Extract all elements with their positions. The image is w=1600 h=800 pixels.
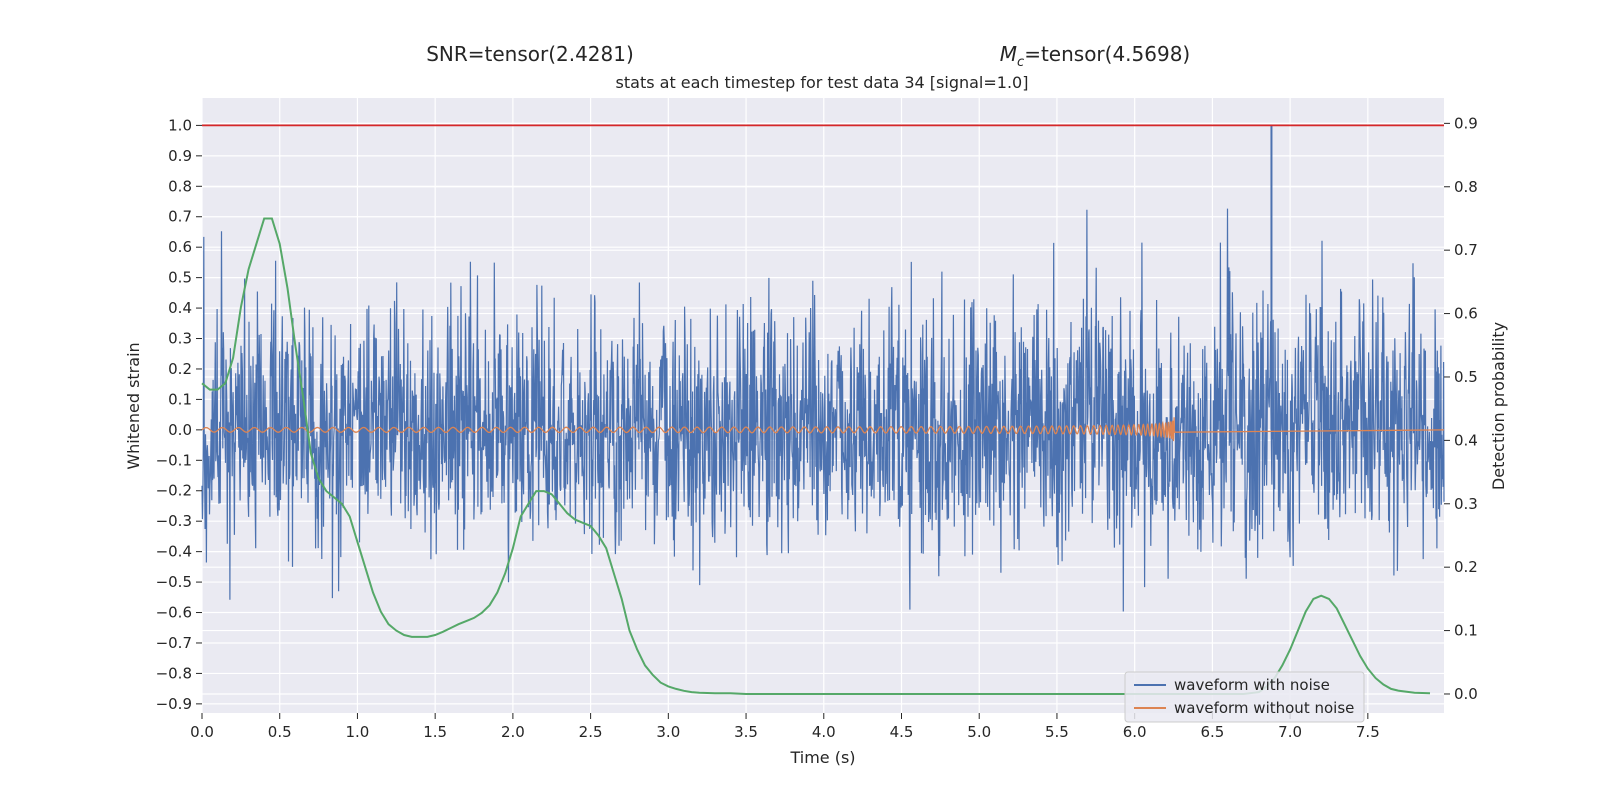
suptitle-snr: SNR=tensor(2.4281) [426,42,634,66]
y-right-tick-label: 0.2 [1454,558,1478,576]
legend-box [1124,671,1365,723]
y-left-axis-ticks: 1.0 0.9 0.8 0.7 0.6 0.5 0.4 0.3 0.2 0.1 0.0 −0.1 −0.… [156,116,202,713]
x-tick-label: 1.5 [423,723,447,741]
x-tick-label: 4.0 [812,723,836,741]
series-waveform-without-noise [201,417,1445,442]
y-right-tick-label: 0.5 [1454,368,1478,386]
y-left-tick-label: 0.5 [168,269,192,287]
y-left-tick-label: 1.0 [168,116,192,134]
y-right-axis-label: Detection probability [1489,322,1508,490]
series-waveform-with-noise [201,125,1445,612]
y-left-tick-label: 0.1 [168,390,192,408]
suptitle-mass-symbol: M [1000,42,1017,66]
chart-title: stats at each timestep for test data 34 … [616,73,1029,92]
x-tick-label: 1.0 [346,723,370,741]
y-left-tick-label: 0.7 [168,208,192,226]
y-left-tick-label: −0.8 [156,664,192,682]
suptitle-mass-value: =tensor(4.5698) [1024,42,1190,66]
y-left-tick-label: 0.8 [168,177,192,195]
legend: waveform with noise waveform without noi… [1124,671,1365,723]
suptitle-mass-subscript: c [1017,55,1024,70]
x-tick-label: 0.0 [190,723,214,741]
legend-label-noise: waveform with noise [1174,676,1330,694]
x-tick-label: 7.5 [1356,723,1380,741]
y-left-tick-label: 0.2 [168,360,192,378]
y-left-tick-label: −0.2 [156,482,192,500]
y-left-tick-label: −0.9 [156,695,192,713]
x-tick-label: 2.0 [501,723,525,741]
y-left-axis-label: Whitened strain [124,342,143,469]
x-tick-label: 2.5 [579,723,603,741]
y-right-tick-label: 0.7 [1454,241,1478,259]
legend-label-clean: waveform without noise [1174,699,1354,717]
suptitle-chirp-mass: Mc=tensor(4.5698) [1000,42,1190,70]
clean-trace [201,417,1445,442]
y-right-axis-ticks: 0.9 0.8 0.7 0.6 0.5 0.4 0.3 0.2 0.1 0.0 [1444,114,1478,703]
y-left-tick-label: 0.6 [168,238,192,256]
y-left-tick-label: −0.1 [156,451,192,469]
x-axis-label: Time (s) [789,748,855,767]
probability-line [201,217,1431,695]
y-left-tick-label: 0.9 [168,147,192,165]
y-left-tick-label: 0.4 [168,299,192,317]
noise-trace [201,208,1445,612]
y-right-tick-label: 0.0 [1454,685,1478,703]
y-left-tick-label: −0.6 [156,604,192,622]
x-tick-label: 5.0 [967,723,991,741]
y-right-tick-label: 0.3 [1454,495,1478,513]
x-tick-label: 6.0 [1123,723,1147,741]
x-tick-label: 3.0 [656,723,680,741]
y-left-tick-label: 0.3 [168,330,192,348]
x-tick-label: 7.0 [1278,723,1302,741]
y-right-tick-label: 0.6 [1454,305,1478,323]
y-left-tick-label: −0.7 [156,634,192,652]
y-left-tick-label: −0.5 [156,573,192,591]
y-left-tick-label: −0.4 [156,543,192,561]
y-right-tick-label: 0.8 [1454,178,1478,196]
y-left-tick-label: 0.0 [168,421,192,439]
x-tick-label: 3.5 [734,723,758,741]
y-right-tick-label: 0.4 [1454,431,1478,449]
series-detection-probability [201,217,1431,695]
y-right-tick-label: 0.1 [1454,622,1478,640]
y-left-tick-label: −0.3 [156,512,192,530]
x-axis-ticks: 0.0 0.5 1.0 1.5 2.0 2.5 3.0 3.5 4.0 4.5 5.0 5.5 6.0 6… [190,713,1380,741]
x-tick-label: 6.5 [1200,723,1224,741]
x-tick-label: 4.5 [890,723,914,741]
x-tick-label: 0.5 [268,723,292,741]
y-right-tick-label: 0.9 [1454,114,1478,132]
x-tick-label: 5.5 [1045,723,1069,741]
